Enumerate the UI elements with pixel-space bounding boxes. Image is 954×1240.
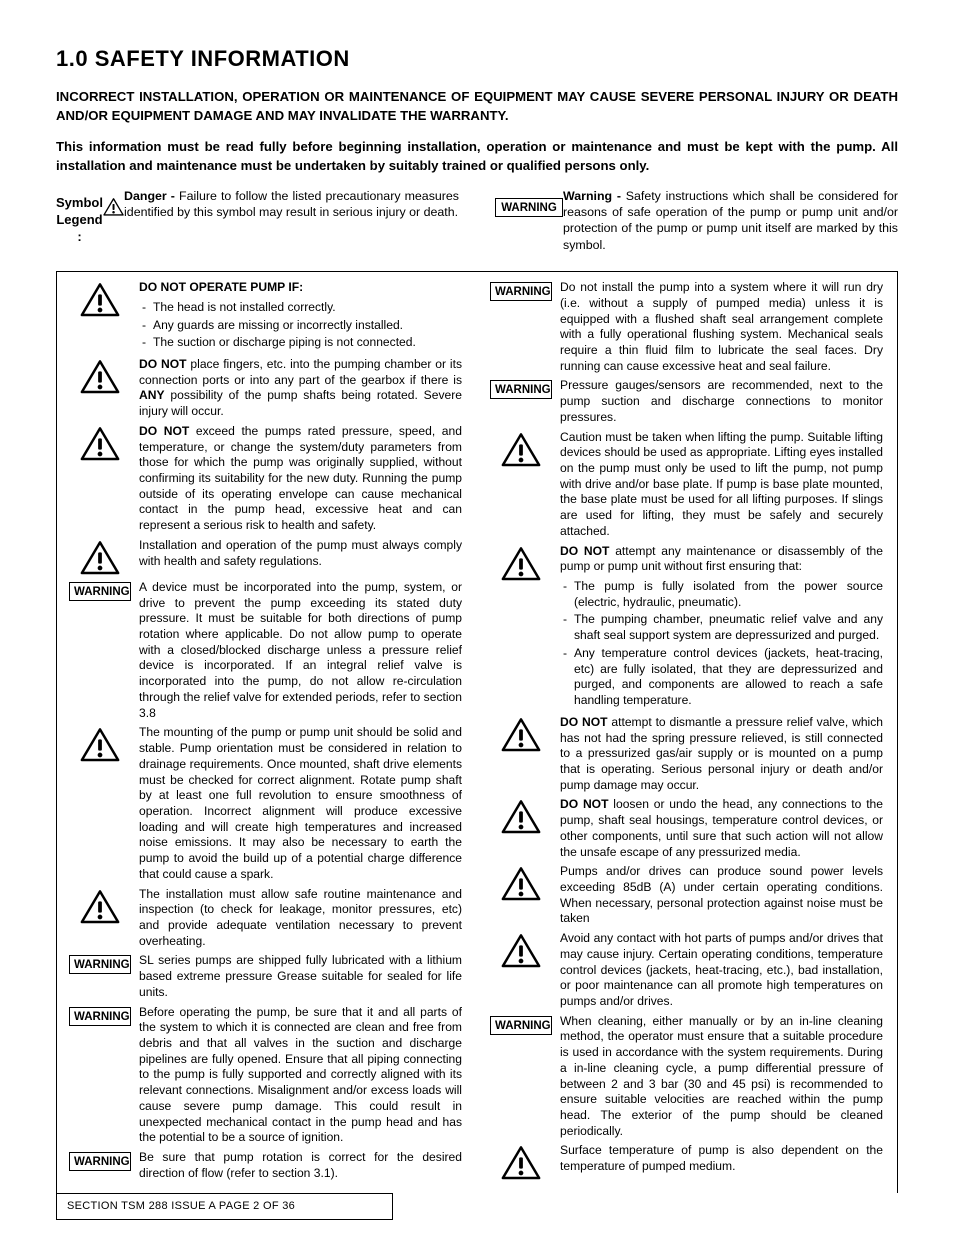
list-item: The suction or discharge piping is not c… xyxy=(153,335,462,351)
item-text: Avoid any contact with hot parts of pump… xyxy=(560,931,883,1010)
list-item: The pumping chamber, pneumatic relief va… xyxy=(574,612,883,643)
hazard-icon xyxy=(501,866,541,902)
safety-item: WARNING Pressure gauges/sensors are reco… xyxy=(490,378,883,425)
warning-label-icon: WARNING xyxy=(490,1016,552,1035)
intro-warning-2: This information must be read fully befo… xyxy=(56,137,898,175)
safety-item: DO NOT attempt any maintenance or disass… xyxy=(490,544,883,711)
legend-danger-text: Danger - Failure to follow the listed pr… xyxy=(124,188,459,221)
safety-item: WARNING Be sure that pump rotation is co… xyxy=(69,1150,462,1181)
safety-item: DO NOT loosen or undo the head, any conn… xyxy=(490,797,883,860)
left-column: DO NOT OPERATE PUMP IF: The head is not … xyxy=(69,280,462,1185)
page-footer: SECTION TSM 288 ISSUE A PAGE 2 OF 36 xyxy=(56,1193,393,1220)
item-text: Caution must be taken when lifting the p… xyxy=(560,430,883,540)
list-item: Any temperature control devices (jackets… xyxy=(574,646,883,709)
item-text: SL series pumps are shipped fully lubric… xyxy=(139,953,462,1000)
hazard-icon xyxy=(80,889,120,925)
item-text: The mounting of the pump or pump unit sh… xyxy=(139,725,462,882)
safety-item: WARNING Before operating the pump, be su… xyxy=(69,1005,462,1146)
hazard-icon xyxy=(501,432,541,468)
warning-label-icon: WARNING xyxy=(490,380,552,399)
page-title: 1.0 SAFETY INFORMATION xyxy=(56,44,898,73)
safety-item: WARNING A device must be incorporated in… xyxy=(69,580,462,721)
warning-label-icon: WARNING xyxy=(69,1152,131,1171)
hazard-icon xyxy=(501,546,541,582)
legend-label-1: Symbol xyxy=(56,194,103,211)
safety-item: WARNING SL series pumps are shipped full… xyxy=(69,953,462,1000)
hazard-icon xyxy=(501,933,541,969)
safety-item: Caution must be taken when lifting the p… xyxy=(490,430,883,540)
item-text: Installation and operation of the pump m… xyxy=(139,538,462,569)
symbol-legend: Symbol Legend : Danger - Failure to foll… xyxy=(56,188,898,254)
hazard-icon xyxy=(501,799,541,835)
item-text: When cleaning, either manually or by an … xyxy=(560,1014,883,1140)
hazard-icon xyxy=(103,188,124,226)
safety-item: DO NOT place fingers, etc. into the pump… xyxy=(69,357,462,420)
warning-label-icon: WARNING xyxy=(69,955,131,974)
item-text: Be sure that pump rotation is correct fo… xyxy=(139,1150,462,1181)
safety-item: Installation and operation of the pump m… xyxy=(69,538,462,576)
legend-danger: Symbol Legend : Danger - Failure to foll… xyxy=(56,188,459,254)
hazard-icon xyxy=(80,282,120,318)
warning-label-icon: WARNING xyxy=(69,582,131,601)
right-column: WARNING Do not install the pump into a s… xyxy=(490,280,883,1185)
safety-item: Pumps and/or drives can produce sound po… xyxy=(490,864,883,927)
hazard-icon xyxy=(80,426,120,462)
list-item: Any guards are missing or incorrectly in… xyxy=(153,318,462,334)
item-text: A device must be incorporated into the p… xyxy=(139,580,462,721)
safety-item: WARNING When cleaning, either manually o… xyxy=(490,1014,883,1140)
item-text: The installation must allow safe routine… xyxy=(139,887,462,950)
safety-item: Avoid any contact with hot parts of pump… xyxy=(490,931,883,1010)
list-item: The head is not installed correctly. xyxy=(153,300,462,316)
item-text: Pumps and/or drives can produce sound po… xyxy=(560,864,883,927)
safety-item: The mounting of the pump or pump unit sh… xyxy=(69,725,462,882)
hazard-icon xyxy=(501,1145,541,1181)
item-heading: DO NOT OPERATE PUMP IF: xyxy=(139,280,462,296)
item-text: Before operating the pump, be sure that … xyxy=(139,1005,462,1146)
warning-label-icon: WARNING xyxy=(69,1007,131,1026)
item-text: Pressure gauges/sensors are recommended,… xyxy=(560,378,883,425)
list-item: The pump is fully isolated from the powe… xyxy=(574,579,883,610)
legend-label-2: Legend : xyxy=(56,211,103,245)
warning-label-icon: WARNING xyxy=(495,198,563,217)
item-text: Do not install the pump into a system wh… xyxy=(560,280,883,374)
hazard-icon xyxy=(80,359,120,395)
safety-item: The installation must allow safe routine… xyxy=(69,887,462,950)
warning-label-icon: WARNING xyxy=(490,282,552,301)
safety-item: Surface temperature of pump is also depe… xyxy=(490,1143,883,1181)
hazard-icon xyxy=(80,540,120,576)
intro-warning-1: INCORRECT INSTALLATION, OPERATION OR MAI… xyxy=(56,87,898,125)
safety-item: DO NOT OPERATE PUMP IF: The head is not … xyxy=(69,280,462,353)
safety-item: DO NOT attempt to dismantle a pressure r… xyxy=(490,715,883,794)
legend-warning-text: Warning - Safety instructions which shal… xyxy=(563,188,898,254)
legend-warning: WARNING Warning - Safety instructions wh… xyxy=(495,188,898,254)
safety-item: DO NOT exceed the pumps rated pressure, … xyxy=(69,424,462,534)
item-text: Surface temperature of pump is also depe… xyxy=(560,1143,883,1174)
safety-items-box: DO NOT OPERATE PUMP IF: The head is not … xyxy=(56,271,898,1193)
safety-item: WARNING Do not install the pump into a s… xyxy=(490,280,883,374)
hazard-icon xyxy=(80,727,120,763)
hazard-icon xyxy=(501,717,541,753)
